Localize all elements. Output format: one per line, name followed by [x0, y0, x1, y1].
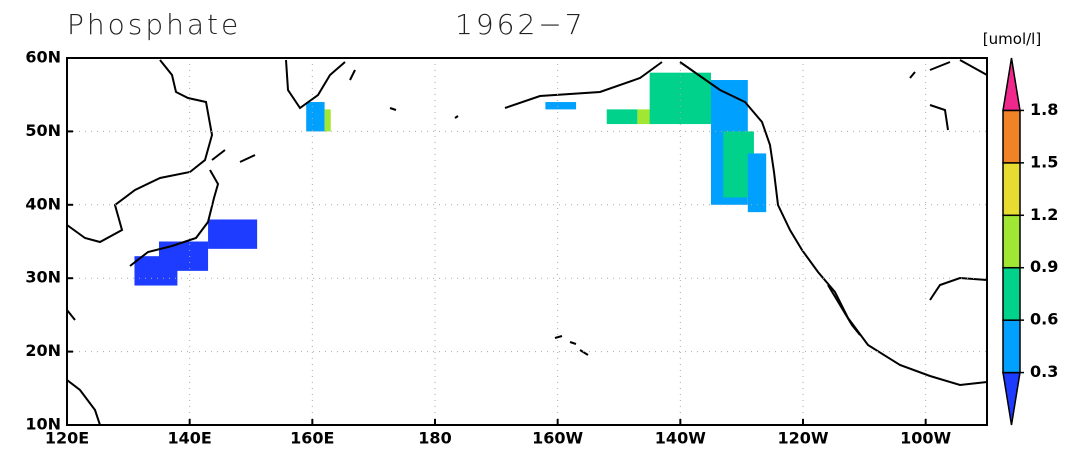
- y-tick-label: 50N: [25, 121, 61, 140]
- colorbar-box: [1002, 214, 1021, 269]
- data-cell: [324, 109, 331, 132]
- y-tick-label: 40N: [25, 194, 61, 213]
- data-cell: [545, 102, 577, 110]
- coastline: [285, 59, 346, 110]
- y-tick-label: 20N: [25, 341, 61, 360]
- colorbar-label: 1.5: [1030, 152, 1058, 171]
- colorbar-arrow: [1002, 57, 1021, 112]
- coastline: [129, 149, 256, 267]
- coastline: [827, 276, 988, 336]
- x-tick-label: 160E: [290, 429, 334, 448]
- data-layer: [134, 72, 767, 286]
- colorbar-box: [1002, 266, 1021, 321]
- map-subtitle: 1962−7: [455, 8, 586, 41]
- data-cell: [606, 109, 638, 125]
- x-tick-label: 120E: [45, 429, 89, 448]
- data-cell: [747, 153, 767, 213]
- colorbar-label: 0.3: [1030, 362, 1058, 381]
- y-tick-label: 30N: [25, 268, 61, 287]
- axes: 120E 140E 160E 180 160W 140W 120W 100W 10N 20N 30N…: [25, 48, 987, 448]
- colorbar-box: [1002, 319, 1021, 374]
- colorbar: 0.3 0.6 0.9 1.2 1.5 1.8: [1002, 57, 1058, 426]
- colorbar-label: 1.2: [1030, 205, 1058, 224]
- x-tick-label: 100W: [900, 429, 951, 448]
- colorbar-label: 0.6: [1030, 310, 1058, 329]
- coastline: [504, 61, 988, 387]
- map-frame: [66, 57, 988, 426]
- x-tick-label: 140W: [655, 429, 706, 448]
- island: [349, 69, 459, 119]
- data-cell: [134, 256, 178, 286]
- colorbar-box: [1002, 109, 1021, 164]
- y-tick-label: 60N: [25, 48, 61, 67]
- colorbar-label: 0.9: [1030, 257, 1058, 276]
- x-tick-label: 140E: [168, 429, 212, 448]
- island: [554, 335, 589, 356]
- data-cell: [649, 72, 711, 125]
- units-label: [umol/l]: [983, 30, 1041, 48]
- colorbar-label: 1.8: [1030, 100, 1058, 119]
- data-cell: [208, 219, 258, 249]
- coastline: [66, 59, 214, 244]
- x-tick-label: 160W: [532, 429, 583, 448]
- x-tick-label: 180: [418, 429, 451, 448]
- x-tick-label: 120W: [777, 429, 828, 448]
- coastline: [66, 59, 988, 426]
- colorbar-arrow: [1002, 371, 1021, 426]
- map-title: Phosphate: [67, 8, 241, 41]
- colorbar-box: [1002, 162, 1021, 217]
- y-tick-label: 10N: [25, 415, 61, 434]
- data-cell: [306, 102, 325, 132]
